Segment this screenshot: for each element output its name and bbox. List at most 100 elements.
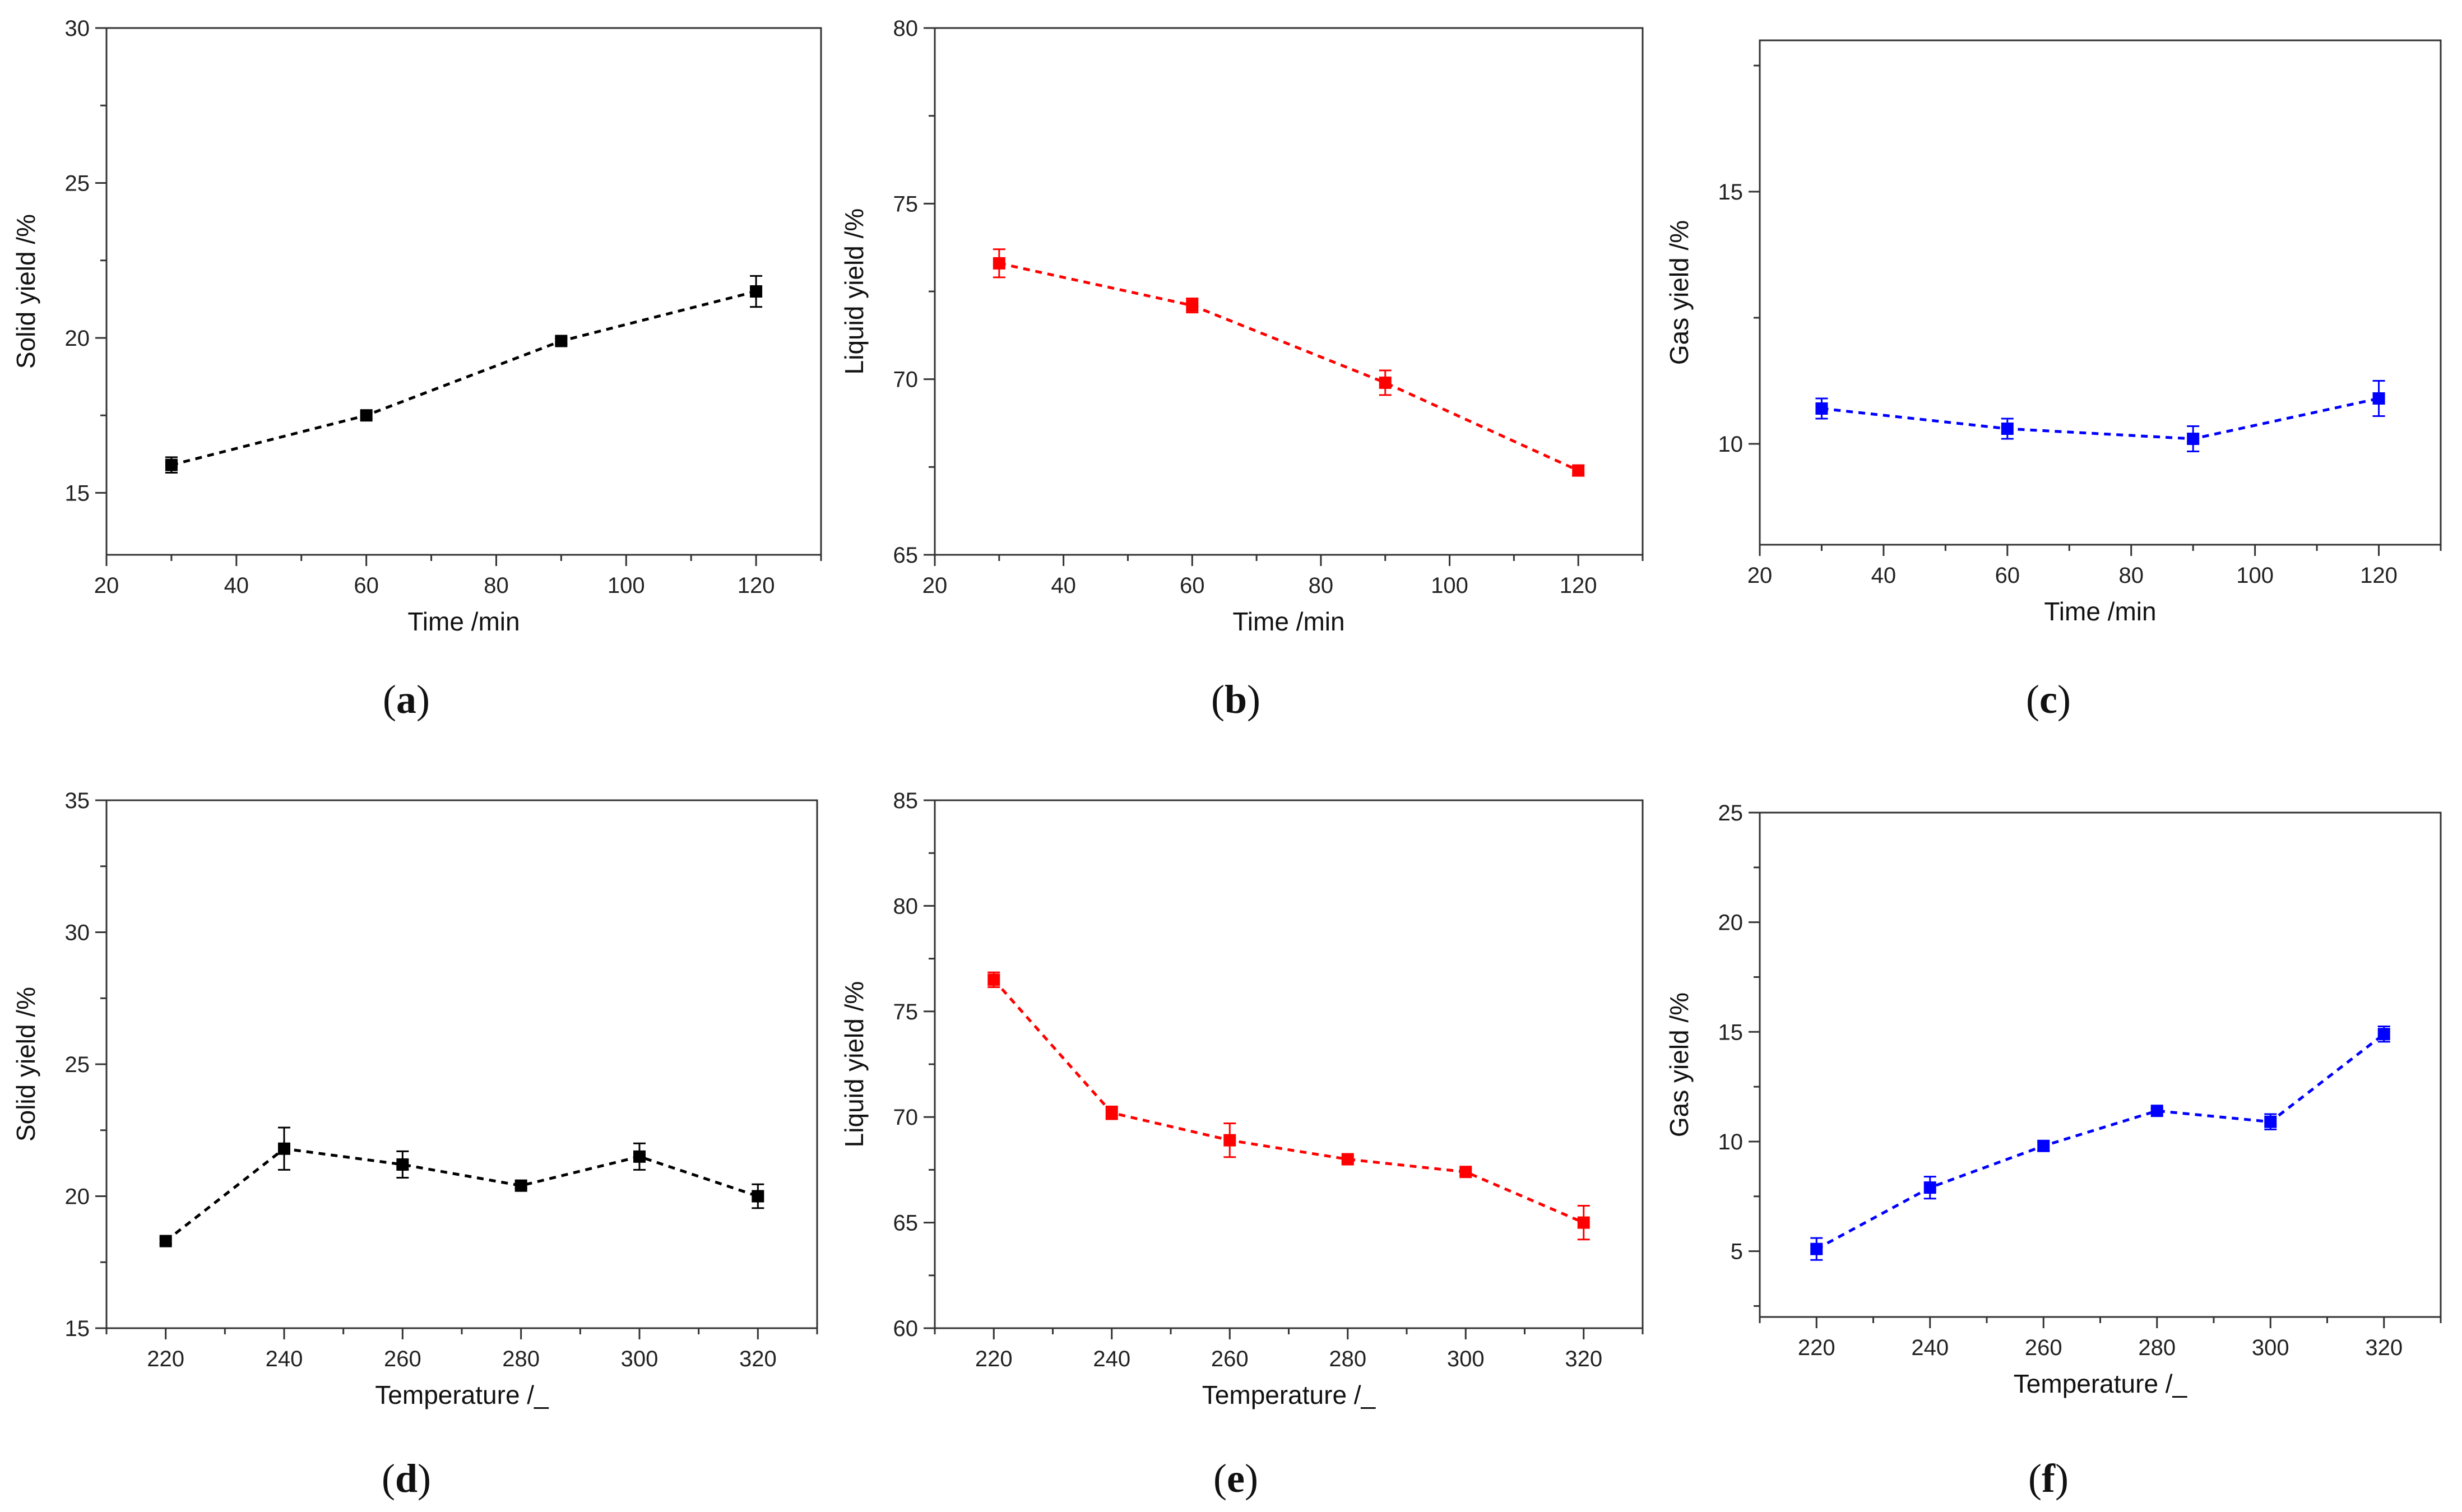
x-axis-title: Time /min — [2044, 597, 2156, 626]
y-tick-label: 15 — [65, 481, 90, 505]
y-tick-label: 10 — [1718, 1130, 1744, 1154]
x-tick-label: 100 — [1431, 573, 1468, 598]
panel-label: (a) — [383, 677, 430, 722]
data-point — [993, 257, 1005, 270]
panel-label-open-paren: ( — [1211, 677, 1225, 722]
x-tick-label: 100 — [608, 573, 645, 598]
y-tick-label: 60 — [893, 1316, 919, 1341]
x-tick-label: 220 — [1798, 1335, 1835, 1360]
x-tick-label: 320 — [2365, 1335, 2403, 1360]
panel-label-close-paren: ) — [1245, 1456, 1258, 1501]
x-tick-label: 300 — [621, 1347, 659, 1371]
x-tick-label: 220 — [975, 1347, 1013, 1371]
data-point — [1379, 376, 1392, 389]
panel-label-open-paren: ( — [382, 1456, 395, 1501]
y-tick-label: 85 — [893, 789, 919, 813]
x-tick-label: 80 — [1309, 573, 1334, 598]
x-tick-label: 260 — [2025, 1335, 2062, 1360]
chart-panel-f: 220 240 260 280 300 320 5 10 15 20 25 Temperature /… — [1664, 801, 2442, 1501]
x-tick-label: 280 — [502, 1347, 540, 1371]
y-tick-label: 75 — [893, 192, 919, 216]
x-tick-label: 60 — [1995, 563, 2020, 588]
data-point — [752, 1190, 764, 1203]
panel-label-letter: c — [2039, 677, 2057, 722]
y-tick-label: 65 — [893, 543, 919, 568]
data-point — [2187, 433, 2200, 445]
data-point — [555, 335, 568, 347]
panel-label-open-paren: ( — [383, 677, 396, 722]
data-point — [514, 1179, 527, 1192]
y-tick-label: 35 — [65, 789, 90, 813]
plot-frame — [105, 27, 822, 556]
y-tick-label: 20 — [1718, 911, 1744, 935]
data-point — [2372, 392, 2385, 405]
x-axis-title: Temperature /_ — [2014, 1369, 2188, 1398]
panel-label-close-paren: ) — [2057, 677, 2071, 722]
y-axis-title: Gas yield /% — [1664, 992, 1694, 1137]
y-tick-label: 75 — [893, 1000, 919, 1024]
y-axis-title: Gas yield /% — [1664, 220, 1694, 365]
panel-label-open-paren: ( — [1213, 1456, 1227, 1501]
plot-frame — [105, 799, 818, 1329]
data-point — [1459, 1166, 1472, 1179]
panel-label: (f) — [2028, 1456, 2069, 1501]
y-tick-label: 15 — [1718, 1020, 1744, 1045]
panel-label-open-paren: ( — [2028, 1456, 2042, 1501]
x-tick-label: 80 — [2118, 563, 2144, 588]
x-tick-label: 320 — [1565, 1347, 1602, 1371]
x-axis-title: Time /min — [407, 607, 520, 636]
x-tick-label: 240 — [266, 1347, 303, 1371]
y-tick-label: 65 — [893, 1211, 919, 1236]
x-tick-label: 260 — [384, 1347, 421, 1371]
data-point — [987, 973, 1000, 986]
panel-label-close-paren: ) — [416, 677, 430, 722]
y-tick-label: 15 — [65, 1316, 90, 1341]
panel-label: (b) — [1211, 677, 1260, 722]
x-tick-label: 240 — [1093, 1347, 1130, 1371]
x-tick-label: 120 — [738, 573, 775, 598]
x-tick-label: 120 — [2360, 563, 2398, 588]
x-tick-label: 220 — [147, 1347, 184, 1371]
y-tick-label: 30 — [65, 16, 90, 41]
y-tick-label: 5 — [1731, 1240, 1743, 1264]
panel-label-letter: b — [1225, 677, 1247, 722]
x-tick-label: 260 — [1211, 1347, 1249, 1371]
y-tick-label: 25 — [65, 1052, 90, 1077]
series-line — [1821, 397, 2380, 440]
y-tick-label: 80 — [893, 894, 919, 919]
x-tick-label: 100 — [2236, 563, 2274, 588]
x-tick-label: 40 — [1871, 563, 1897, 588]
data-point — [278, 1142, 290, 1155]
data-point — [1223, 1134, 1236, 1147]
y-tick-label: 25 — [65, 171, 90, 196]
x-axis-title: Time /min — [1232, 607, 1344, 636]
data-point — [360, 409, 373, 422]
series-line — [999, 262, 1579, 472]
x-tick-label: 300 — [2252, 1335, 2289, 1360]
y-tick-label: 80 — [893, 16, 919, 41]
y-tick-label: 15 — [1718, 180, 1744, 205]
x-tick-label: 320 — [739, 1347, 777, 1371]
plot-frame — [934, 27, 1644, 556]
data-point — [165, 458, 178, 471]
y-tick-label: 25 — [1718, 801, 1744, 825]
data-point — [633, 1150, 646, 1163]
data-point — [1923, 1181, 1936, 1194]
panel-label: (e) — [1213, 1456, 1258, 1501]
data-point — [1577, 1216, 1590, 1229]
plot-frame — [1759, 811, 2442, 1318]
panel-label-letter: a — [396, 677, 416, 722]
chart-panel-d: 220 240 260 280 300 320 15 20 25 30 35 Temperature … — [11, 789, 818, 1501]
data-point — [1810, 1242, 1823, 1255]
panel-label-letter: f — [2042, 1456, 2056, 1501]
series-line — [993, 978, 1584, 1224]
panel-label-close-paren: ) — [418, 1456, 431, 1501]
panel-label: (c) — [2026, 677, 2071, 722]
data-point — [396, 1158, 409, 1171]
x-tick-label: 280 — [1329, 1347, 1366, 1371]
x-tick-label: 120 — [1560, 573, 1597, 598]
y-tick-label: 70 — [893, 1105, 919, 1130]
x-axis-title: Temperature /_ — [375, 1380, 549, 1409]
x-tick-label: 40 — [224, 573, 249, 598]
series-line — [171, 290, 757, 467]
